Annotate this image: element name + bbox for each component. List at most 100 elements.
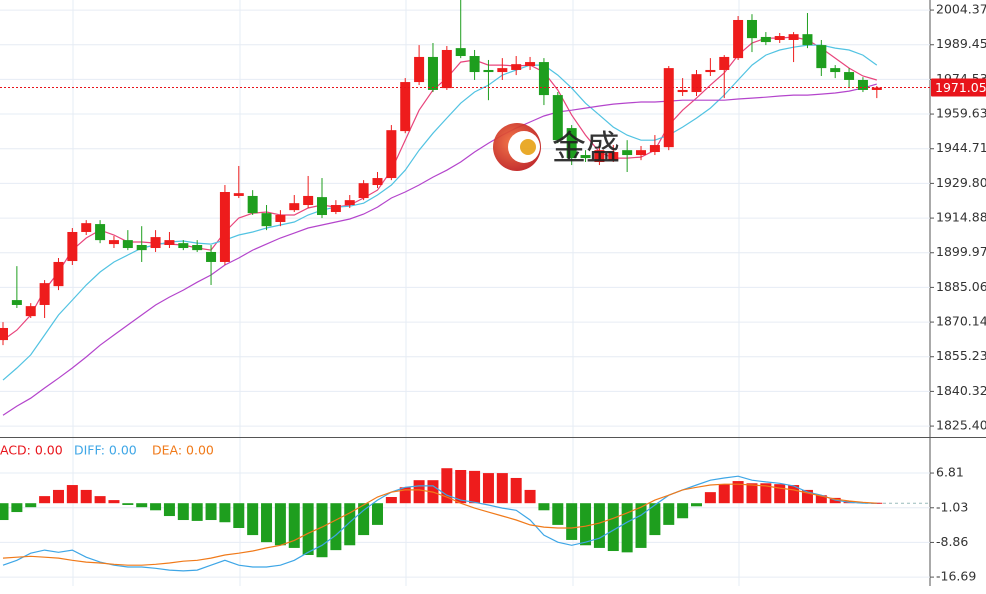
y-tick-label: 1929.80 <box>936 175 986 190</box>
y-tick-label: -8.86 <box>936 534 968 549</box>
macd-bar <box>108 500 120 504</box>
candle-body <box>400 82 411 132</box>
macd-bar <box>649 503 661 536</box>
macd-bar <box>441 468 453 504</box>
macd-bar <box>288 503 300 548</box>
macd-bar <box>496 473 508 504</box>
candle-body <box>552 95 563 141</box>
candle-body <box>608 152 619 161</box>
macd-line <box>2 483 877 566</box>
macd-bar <box>150 503 162 511</box>
candle-body <box>830 68 841 73</box>
macd-bar <box>455 469 467 504</box>
macd-bar <box>677 503 689 519</box>
macd-bar <box>746 483 758 504</box>
macd-bar <box>691 503 702 507</box>
candle-body <box>538 62 549 96</box>
macd-bar <box>621 503 633 553</box>
candle-body <box>372 178 383 186</box>
macd-bar <box>399 487 411 504</box>
candle-body <box>594 150 605 163</box>
y-tick-label: 1989.45 <box>936 36 986 51</box>
y-tick-label: 6.81 <box>936 465 964 480</box>
y-tick-label: 1855.23 <box>936 348 986 363</box>
candle-body <box>733 19 744 59</box>
macd-bar <box>538 503 550 511</box>
macd-bar <box>788 485 800 504</box>
y-tick-label: 1899.97 <box>936 244 986 259</box>
candle-body <box>566 128 577 159</box>
y-tick-label: 1885.06 <box>936 279 986 294</box>
macd-bar <box>191 503 203 521</box>
candle-body <box>691 74 702 93</box>
candle-body <box>108 240 119 245</box>
candle-body <box>386 130 397 179</box>
macd-bar <box>566 503 578 540</box>
macd-bar <box>663 503 675 525</box>
macd-bar <box>52 489 64 504</box>
macd-bar <box>801 489 813 504</box>
macd-bar <box>774 484 786 504</box>
macd-bar <box>607 503 619 552</box>
macd-bar <box>552 503 564 525</box>
candle-body <box>816 45 827 69</box>
macd-line <box>2 475 877 572</box>
macd-bar <box>704 492 716 504</box>
macd-bar <box>635 503 647 548</box>
macd-bar <box>469 470 481 504</box>
candle-body <box>303 195 314 206</box>
macd-bar <box>344 503 356 546</box>
macd-bar <box>385 497 397 504</box>
macd-bar <box>524 489 536 504</box>
candle-body <box>414 56 425 83</box>
legend-label: ACD: 0.00 <box>0 443 63 458</box>
candle-body <box>427 56 438 90</box>
macd-bar <box>871 502 883 504</box>
y-tick-label: -16.69 <box>936 569 976 584</box>
candle-body <box>192 244 203 251</box>
candle-body <box>525 62 536 67</box>
macd-bar <box>580 503 592 546</box>
candle-body <box>788 34 799 40</box>
candle-body <box>81 223 92 232</box>
candle-body <box>95 224 106 241</box>
candle-body <box>11 300 22 305</box>
candle-body <box>289 203 300 211</box>
macd-bar <box>593 503 605 548</box>
candle-body <box>871 87 882 90</box>
last-price-tag <box>931 78 986 97</box>
candle-body <box>746 19 757 39</box>
candle-body <box>344 200 355 206</box>
candle-body <box>705 69 716 73</box>
macd-bar <box>274 503 286 546</box>
candle-body <box>219 192 230 262</box>
macd-bar <box>815 495 827 504</box>
watermark-text: 金盛 <box>552 129 620 169</box>
candle-body <box>136 244 147 251</box>
candle-body <box>122 240 133 249</box>
candle-body <box>511 64 522 70</box>
candle-body <box>580 155 591 159</box>
macd-bar <box>177 503 189 521</box>
candle-body <box>330 205 341 212</box>
y-tick-label: -1.03 <box>936 499 968 514</box>
candle-body <box>636 150 647 156</box>
macd-bar <box>732 481 744 504</box>
y-tick-label: 2004.37 <box>936 2 986 17</box>
candle-body <box>178 243 189 249</box>
macd-bar <box>39 496 51 504</box>
macd-bar <box>316 503 328 558</box>
candle-body <box>358 183 369 199</box>
macd-bar <box>11 503 23 513</box>
candle-body <box>497 68 508 73</box>
candle-body <box>275 215 286 222</box>
candle-body <box>663 68 674 148</box>
candle-body <box>802 34 813 46</box>
candle-body <box>622 150 633 156</box>
candle-body <box>649 145 660 153</box>
candle-body <box>774 36 785 40</box>
macd-bar <box>413 480 425 504</box>
candle-body <box>677 89 688 93</box>
candle-body <box>441 49 452 89</box>
